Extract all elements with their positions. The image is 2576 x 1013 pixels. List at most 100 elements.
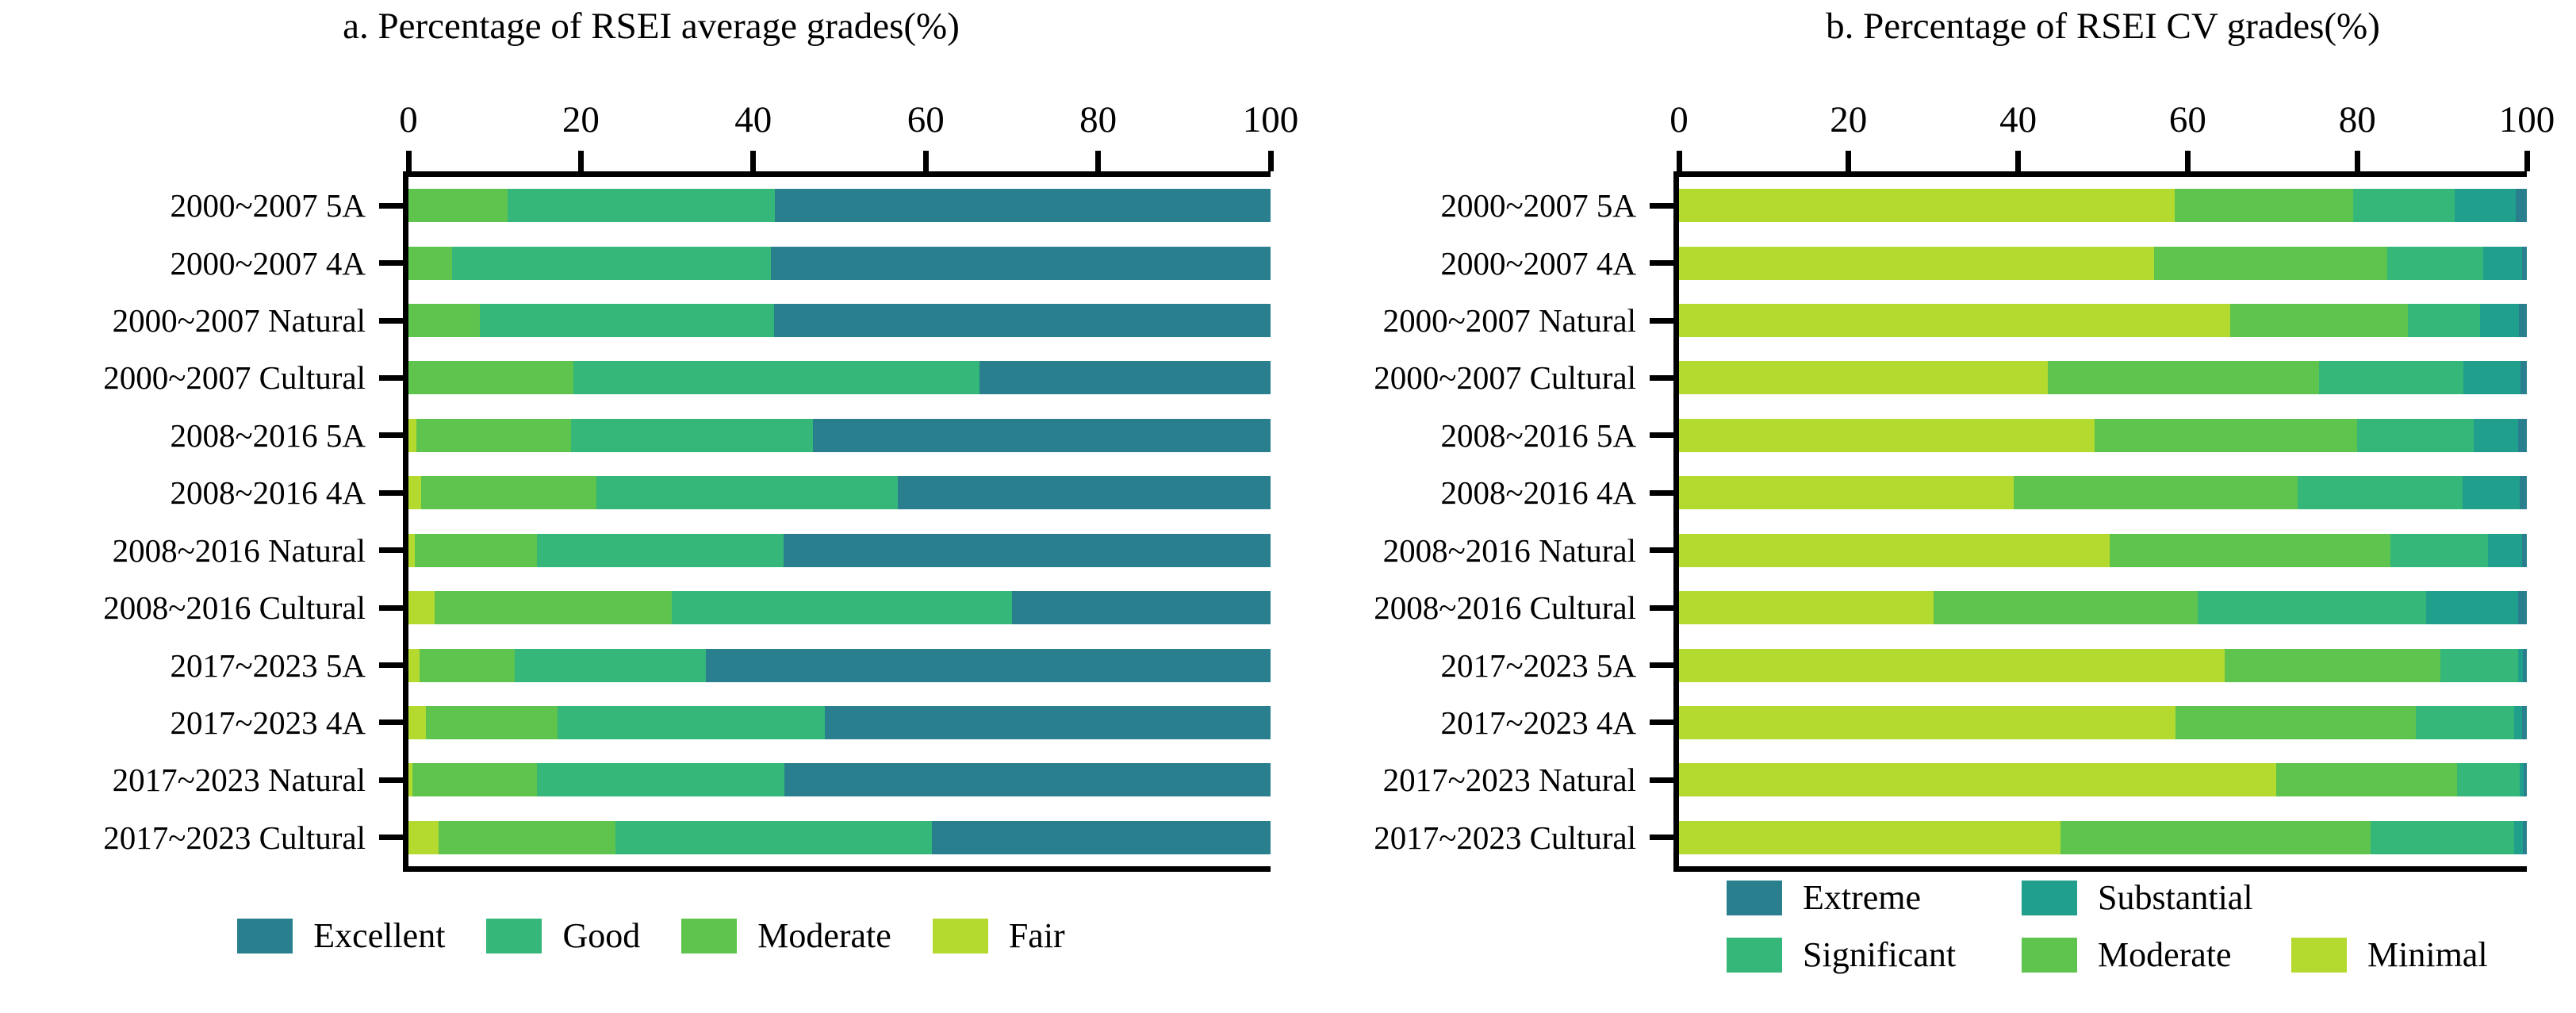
legend-label: Moderate [2098, 935, 2232, 974]
bar-segment-significant [2386, 246, 2484, 280]
bar-segment-good [480, 304, 774, 338]
category-tick [1650, 719, 1673, 726]
legend-swatch-icon [237, 919, 293, 954]
bar-segment-moderate [2094, 418, 2358, 452]
bar-segment-extreme [2518, 418, 2527, 452]
category-label: 2008~2016 Natural [112, 531, 366, 569]
bar-row [408, 820, 1271, 854]
bar-segment-moderate [2060, 820, 2371, 854]
category-tick [379, 835, 403, 841]
bar-segment-excellent [825, 705, 1271, 739]
bar-segment-extreme [2519, 304, 2527, 338]
legend-label: Significant [1803, 935, 1957, 974]
bar-segment-fair [408, 705, 426, 739]
bar-segment-moderate [2175, 705, 2416, 739]
bar-segment-minimal [1679, 476, 2014, 510]
bar-segment-significant [2298, 476, 2463, 510]
bar-segment-moderate [2175, 189, 2353, 223]
bar-segment-extreme [2521, 705, 2527, 739]
bar-row [1679, 533, 2527, 567]
bar-segment-significant [2457, 763, 2520, 797]
category-label: 2008~2016 5A [1440, 416, 1636, 454]
x-axis-tick-label: 0 [399, 99, 418, 140]
y-axis-line [1673, 171, 1679, 872]
category-tick [379, 317, 403, 324]
legend-row: Extreme Substantial [1727, 879, 2527, 917]
bar-segment-extreme [2523, 763, 2527, 797]
bar-row [1679, 361, 2527, 395]
bar-segment-moderate [1933, 591, 2198, 625]
bar-segment-good [615, 820, 932, 854]
category-tick [379, 604, 403, 611]
category-label: 2017~2023 4A [1440, 704, 1636, 741]
chart-a-legend: Excellent Good Moderate Fair [32, 917, 1271, 955]
bar-segment-substantial [2462, 476, 2520, 510]
legend-item-minimal: Minimal [2291, 936, 2488, 974]
chart-b-legend: Extreme Substantial Significant Moderate Min… [1679, 879, 2527, 974]
category-label: 2000~2007 4A [170, 244, 366, 282]
bar-segment-good [571, 418, 813, 452]
bar-row [1679, 246, 2527, 280]
bar-segment-minimal [1679, 820, 2061, 854]
bar-segment-excellent [706, 648, 1271, 682]
bar-segment-moderate [2014, 476, 2298, 510]
category-tick [379, 432, 403, 439]
category-tick [1650, 374, 1673, 381]
legend-label: Good [562, 916, 641, 955]
category-tick [1650, 547, 1673, 554]
category-tick [1650, 604, 1673, 611]
bar-segment-minimal [1679, 418, 2095, 452]
chart-b-title: b. Percentage of RSEI CV grades(%) [1826, 6, 2380, 47]
category-tick [1650, 317, 1673, 324]
legend-label: Moderate [757, 916, 891, 955]
category-tick [379, 489, 403, 496]
x-axis-tick [2015, 151, 2022, 171]
bar-segment-excellent [784, 763, 1271, 797]
bar-row [1679, 705, 2527, 739]
category-tick [379, 662, 403, 669]
legend-swatch-icon [2022, 881, 2077, 915]
x-axis-line-bottom [403, 866, 1271, 872]
legend-swatch-icon [1727, 938, 1782, 973]
bar-segment-minimal [1679, 705, 2176, 739]
category-label: 2017~2023 Cultural [1374, 819, 1636, 856]
legend-label: Excellent [313, 916, 446, 955]
bar-segment-significant [2371, 820, 2514, 854]
x-axis-tick-label: 0 [1669, 99, 1689, 140]
bar-segment-excellent [773, 304, 1271, 338]
legend-item-moderate: Moderate [2022, 936, 2291, 974]
x-axis-tick [922, 151, 929, 171]
bar-segment-good [558, 705, 825, 739]
bar-segment-minimal [1679, 591, 1934, 625]
category-label: 2017~2023 Natural [112, 762, 366, 799]
chart-a-plot-area: 0 20 40 60 80 100 2000~2007 5A 2000~2007 4A 2000… [103, 102, 1298, 872]
bar-segment-good [536, 763, 784, 797]
bar-segment-moderate [412, 763, 537, 797]
bar-segment-fair [408, 820, 439, 854]
bar-segment-minimal [1679, 533, 2110, 567]
bar-segment-significant [2415, 705, 2514, 739]
bar-segment-substantial [2483, 246, 2522, 280]
category-tick [1650, 489, 1673, 496]
bar-row [408, 763, 1271, 797]
chart-b-panel: b. Percentage of RSEI CV grades(%) 0 20 40… [1374, 0, 2555, 1013]
legend-swatch-icon [932, 919, 988, 954]
bar-segment-moderate [2229, 304, 2409, 338]
bar-segment-moderate [408, 246, 453, 280]
bar-row [1679, 763, 2527, 797]
bar-row [408, 476, 1271, 510]
legend-swatch-icon [1727, 881, 1782, 915]
bar-segment-minimal [1679, 189, 2175, 223]
bar-segment-fair [408, 591, 435, 625]
bar-segment-substantial [2520, 763, 2524, 797]
category-label: 2000~2007 5A [170, 187, 366, 224]
legend-swatch-icon [681, 919, 738, 954]
legend-item-good: Good [486, 917, 640, 955]
bar-segment-extreme [2521, 246, 2527, 280]
bar-segment-moderate [414, 533, 537, 567]
bar-segment-moderate [2275, 763, 2458, 797]
bar-row [1679, 418, 2527, 452]
bar-segment-good [452, 246, 771, 280]
bar-segment-fair [408, 533, 415, 567]
bar-segment-substantial [2473, 418, 2519, 452]
